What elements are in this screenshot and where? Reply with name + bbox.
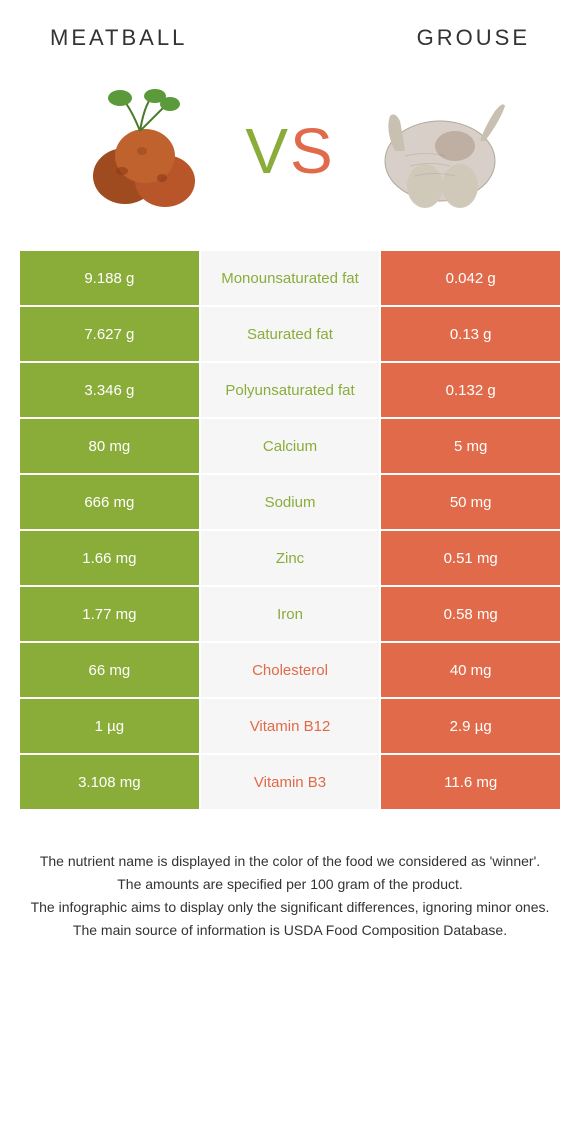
left-value: 3.108 mg: [20, 755, 201, 811]
left-value: 1.66 mg: [20, 531, 201, 587]
footer-line-1: The nutrient name is displayed in the co…: [30, 851, 550, 872]
nutrient-label: Monounsaturated fat: [201, 251, 382, 307]
grouse-image: [355, 81, 515, 221]
right-value: 2.9 µg: [381, 699, 560, 755]
table-row: 9.188 gMonounsaturated fat0.042 g: [20, 251, 560, 307]
nutrient-label: Cholesterol: [201, 643, 382, 699]
left-value: 7.627 g: [20, 307, 201, 363]
comparison-table: 9.188 gMonounsaturated fat0.042 g7.627 g…: [20, 251, 560, 811]
right-value: 40 mg: [381, 643, 560, 699]
header: Meatball Grouse: [0, 0, 580, 61]
vs-s: S: [290, 115, 335, 187]
right-value: 5 mg: [381, 419, 560, 475]
table-row: 7.627 gSaturated fat0.13 g: [20, 307, 560, 363]
right-value: 0.13 g: [381, 307, 560, 363]
right-food-title: Grouse: [417, 25, 530, 51]
left-value: 9.188 g: [20, 251, 201, 307]
meatball-image: [65, 81, 225, 221]
table-row: 666 mgSodium50 mg: [20, 475, 560, 531]
left-value: 66 mg: [20, 643, 201, 699]
left-value: 3.346 g: [20, 363, 201, 419]
table-row: 80 mgCalcium5 mg: [20, 419, 560, 475]
footer-line-4: The main source of information is USDA F…: [30, 920, 550, 941]
table-row: 3.346 gPolyunsaturated fat0.132 g: [20, 363, 560, 419]
vs-label: VS: [245, 114, 334, 188]
footer-line-2: The amounts are specified per 100 gram o…: [30, 874, 550, 895]
left-value: 80 mg: [20, 419, 201, 475]
table-row: 1 µgVitamin B122.9 µg: [20, 699, 560, 755]
nutrient-label: Saturated fat: [201, 307, 382, 363]
nutrient-label: Iron: [201, 587, 382, 643]
table-row: 1.66 mgZinc0.51 mg: [20, 531, 560, 587]
footer-line-3: The infographic aims to display only the…: [30, 897, 550, 918]
vs-v: V: [245, 115, 290, 187]
table-row: 1.77 mgIron0.58 mg: [20, 587, 560, 643]
right-value: 0.51 mg: [381, 531, 560, 587]
table-row: 3.108 mgVitamin B311.6 mg: [20, 755, 560, 811]
left-value: 666 mg: [20, 475, 201, 531]
nutrient-label: Sodium: [201, 475, 382, 531]
right-value: 0.042 g: [381, 251, 560, 307]
left-value: 1.77 mg: [20, 587, 201, 643]
footer-notes: The nutrient name is displayed in the co…: [0, 811, 580, 963]
nutrient-label: Polyunsaturated fat: [201, 363, 382, 419]
right-value: 0.132 g: [381, 363, 560, 419]
nutrient-label: Vitamin B3: [201, 755, 382, 811]
right-value: 11.6 mg: [381, 755, 560, 811]
table-row: 66 mgCholesterol40 mg: [20, 643, 560, 699]
nutrient-label: Vitamin B12: [201, 699, 382, 755]
left-food-title: Meatball: [50, 25, 187, 51]
vs-row: VS: [0, 61, 580, 251]
left-value: 1 µg: [20, 699, 201, 755]
right-value: 0.58 mg: [381, 587, 560, 643]
right-value: 50 mg: [381, 475, 560, 531]
nutrient-label: Zinc: [201, 531, 382, 587]
nutrient-label: Calcium: [201, 419, 382, 475]
